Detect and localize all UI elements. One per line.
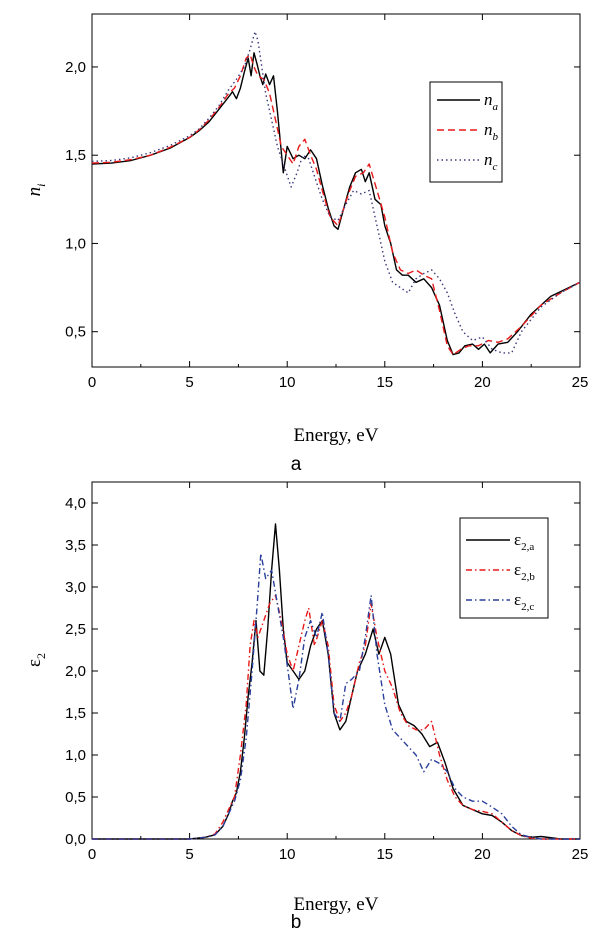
x-axis-label-b: Energy, eV	[294, 894, 379, 915]
legend-b: ε2,aε2,bε2,c	[459, 517, 549, 619]
x-tick-label: 0	[88, 846, 96, 863]
legend-entry-sub: 2,a	[521, 541, 534, 553]
y-axis-label-b: ε2	[24, 653, 48, 667]
y-tick-label: 1,5	[65, 705, 86, 722]
x-tick-label: 5	[185, 846, 193, 863]
legend-entry-label: ε2,b	[514, 560, 535, 583]
x-tick-label: 15	[376, 374, 393, 391]
x-tick-label: 20	[474, 846, 491, 863]
legend-entry-label: nc	[484, 150, 498, 173]
y-tick-label: 1,0	[65, 747, 86, 764]
legend-box-a	[429, 81, 503, 183]
y-axis-label-a-main: n	[24, 187, 45, 197]
legend-entry-sub: a	[493, 101, 499, 113]
legend-entry-main: n	[484, 120, 493, 139]
y-tick-label: 0,5	[65, 324, 86, 341]
y-tick-label: 1,0	[65, 235, 86, 252]
legend-entry-label: ε2,c	[514, 590, 534, 613]
legend-entry-label: na	[484, 90, 499, 113]
series-line-b	[91, 53, 581, 356]
legend-entry-sub: 2,c	[521, 601, 534, 613]
y-axis-label-b-sub: 2	[34, 653, 48, 659]
x-tick-label: 25	[572, 374, 589, 391]
series-line-2c	[92, 552, 580, 840]
y-tick-label: 1,5	[65, 147, 86, 164]
y-axis-label-b-main: ε	[24, 659, 45, 667]
y-tick-label: 2,0	[65, 59, 86, 76]
panel-label-b: b	[291, 912, 302, 930]
series-layer-b	[92, 523, 580, 840]
legend-entry-main: ε	[514, 560, 521, 579]
y-axis-label-a: ni	[24, 184, 48, 197]
x-tick-label: 10	[279, 846, 296, 863]
legend-entry-main: ε	[514, 530, 521, 549]
tick-layer-a: 0 5 10 15 20 25 0,5 1,0 1,5 2,0	[65, 14, 588, 391]
x-tick-label: 10	[279, 374, 296, 391]
y-tick-label: 0,0	[65, 831, 86, 848]
y-tick-label: 0,5	[65, 789, 86, 806]
legend-box-b	[459, 517, 549, 619]
series-line-c	[91, 30, 581, 354]
y-tick-label: 2,5	[65, 621, 86, 638]
series-layer-a	[91, 30, 581, 356]
x-tick-label: 5	[185, 374, 193, 391]
tick-layer-b: 0 5 10 15 20 25 0,0 0,5 1,0 1,5 2,0 2,5 3,0 3,5 4,0	[65, 482, 588, 863]
legend-entry-main: n	[484, 90, 493, 109]
series-line-2b	[92, 594, 580, 840]
legend-entry-label: ε2,a	[514, 530, 534, 553]
legend-entry-sub: 2,b	[521, 571, 535, 583]
x-tick-label: 20	[474, 374, 491, 391]
legend-entry-sub: c	[493, 161, 498, 173]
y-axis-label-a-sub: i	[34, 184, 48, 187]
plot-frame-a	[91, 13, 581, 368]
y-tick-label: 3,0	[65, 579, 86, 596]
legend-entry-label: nb	[484, 120, 499, 143]
y-tick-label: 2,0	[65, 663, 86, 680]
chart-panel-b: 0 5 10 15 20 250,00,51,01,52,02,53,03,54,0 ε2…	[24, 481, 588, 930]
x-axis-label-a: Energy, eV	[294, 425, 379, 446]
x-tick-label: 25	[572, 846, 589, 863]
panel-label-a: a	[291, 454, 302, 475]
legend-entry-main: ε	[514, 590, 521, 609]
x-tick-label: 0	[88, 374, 96, 391]
y-tick-label: 3,5	[65, 537, 86, 554]
x-tick-label: 15	[376, 846, 393, 863]
series-line-a	[91, 52, 581, 356]
y-tick-label: 4,0	[65, 495, 86, 512]
legend-entry-main: n	[484, 150, 493, 169]
legend-entry-sub: b	[493, 131, 499, 143]
